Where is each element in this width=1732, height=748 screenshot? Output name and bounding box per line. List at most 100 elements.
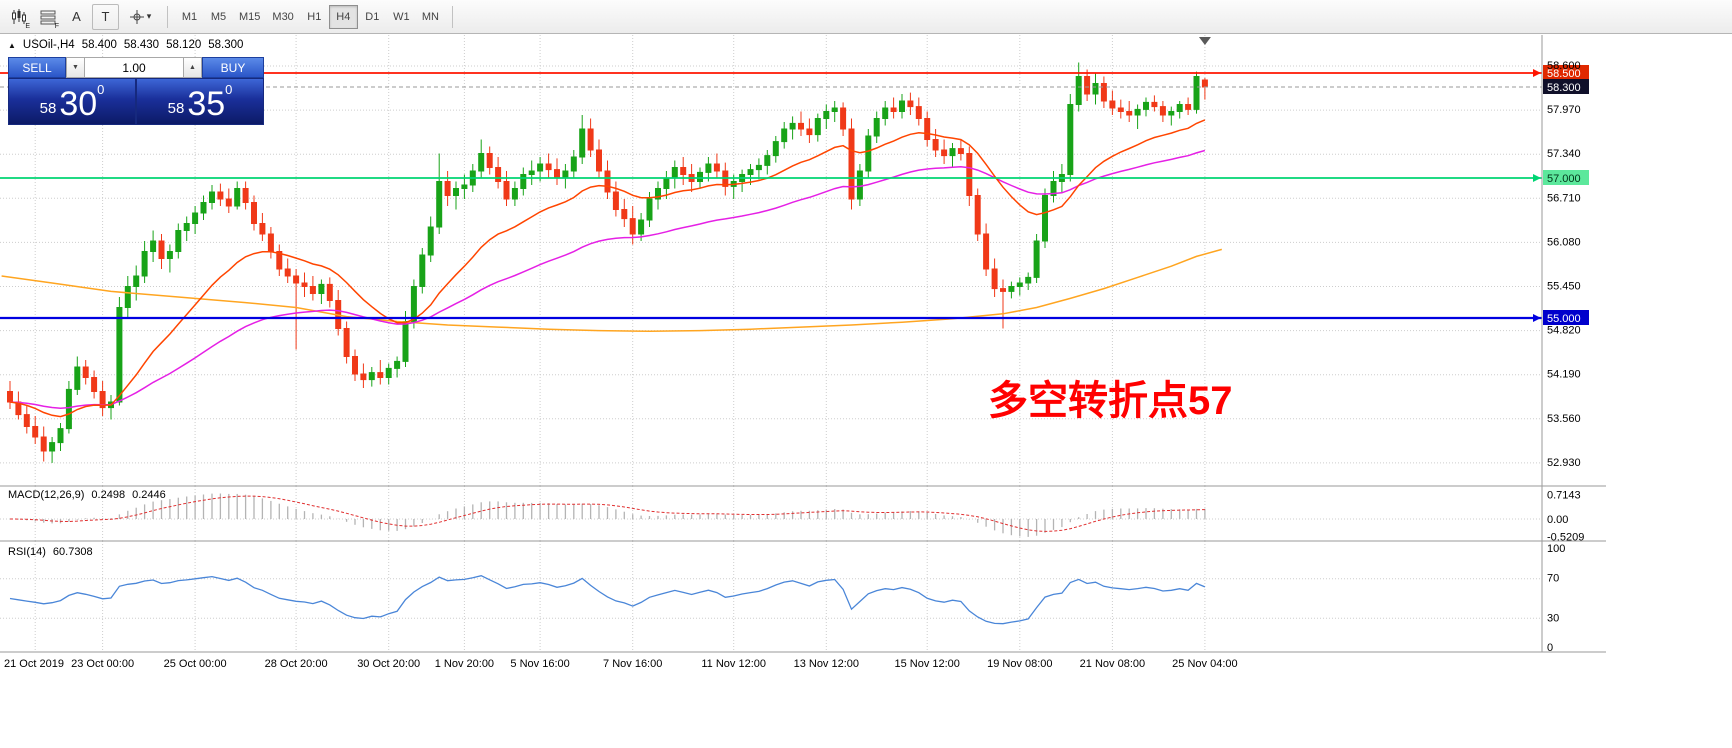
volume-input[interactable] xyxy=(85,57,183,78)
chart-shift-marker[interactable] xyxy=(1198,37,1211,45)
macd-label-text: MACD(12,26,9) xyxy=(8,489,85,501)
price-axis-label: 57.340 xyxy=(1547,148,1581,160)
textbox-icon: T xyxy=(101,9,110,24)
text-annotation-button[interactable]: A xyxy=(63,4,90,30)
timeframe-W1[interactable]: W1 xyxy=(387,5,416,29)
rsi-axis-label: 100 xyxy=(1547,543,1565,555)
rsi-axis-label: 30 xyxy=(1547,612,1559,624)
time-axis-label: 21 Nov 08:00 xyxy=(1080,658,1145,670)
timeframe-D1[interactable]: D1 xyxy=(358,5,387,29)
line-end-arrow-icon xyxy=(1533,314,1541,322)
rsi-value: 60.7308 xyxy=(52,546,93,558)
timeframe-MN[interactable]: MN xyxy=(416,5,445,29)
symbol-timeframe-label: USOil-,H4 xyxy=(22,39,75,51)
macd-axis-label: 0.7143 xyxy=(1547,490,1581,502)
buy-price-display[interactable]: 58 35 0 xyxy=(136,78,264,125)
time-axis-label: 21 Oct 2019 xyxy=(4,658,64,670)
timeframe-M5[interactable]: M5 xyxy=(204,5,233,29)
sell-price-int: 58 xyxy=(39,100,57,117)
buy-price-int: 58 xyxy=(167,100,185,117)
toolbar: E F A T ▾ M1 M5 M15 M30 H1 H4 D1 W1 MN xyxy=(0,0,1732,34)
line-end-arrow-icon xyxy=(1533,69,1541,77)
sell-price-pips: 30 xyxy=(59,85,98,124)
buy-price-point: 0 xyxy=(225,82,233,97)
time-axis-label: 13 Nov 12:00 xyxy=(794,658,859,670)
macd-layer xyxy=(9,493,1206,537)
toolbar-separator xyxy=(451,5,453,28)
rsi-axis-label: 70 xyxy=(1547,573,1559,585)
price-axis-label: 52.930 xyxy=(1547,457,1581,469)
one-click-collapse-toggle[interactable]: ▲ xyxy=(8,40,16,50)
time-axis-label: 1 Nov 20:00 xyxy=(435,658,494,670)
ohlc-high: 58.430 xyxy=(123,39,160,51)
time-axis-label: 23 Oct 00:00 xyxy=(71,658,134,670)
ohlc-low: 58.120 xyxy=(166,39,202,51)
macd-axis-label: 0.00 xyxy=(1547,514,1568,526)
time-axis-label: 11 Nov 12:00 xyxy=(701,658,766,670)
buy-price-pips: 35 xyxy=(187,85,226,124)
time-axis-label: 25 Nov 04:00 xyxy=(1172,658,1237,670)
macd-value-1: 0.2498 xyxy=(91,489,126,501)
rsi-label-text: RSI(14) xyxy=(8,546,46,558)
line-end-arrow-icon xyxy=(1533,174,1541,182)
crosshair-icon xyxy=(129,9,144,24)
price-badge: 58.500 xyxy=(1547,68,1581,80)
candlestick-icon xyxy=(11,8,26,24)
volume-down-icon: ▼ xyxy=(72,64,79,71)
timeframe-group: M1 M5 M15 M30 H1 H4 D1 W1 MN xyxy=(175,4,445,29)
time-axis-label: 25 Oct 00:00 xyxy=(164,658,227,670)
textbox-tool-button[interactable]: T xyxy=(92,3,119,30)
chevron-down-icon: ▾ xyxy=(146,11,152,21)
toolbar-separator xyxy=(167,5,168,28)
macd-value-2: 0.2446 xyxy=(132,489,166,501)
price-axis-label: 56.080 xyxy=(1547,236,1581,248)
volume-up-icon: ▲ xyxy=(189,64,196,71)
volume-decrease-button[interactable]: ▼ xyxy=(66,57,85,78)
price-axis-layer: 58.500 58.300 57.000 55.000 58.600 57.970 57.3… xyxy=(1543,60,1589,654)
timeframe-H4[interactable]: H4 xyxy=(328,4,358,29)
time-axis-label: 28 Oct 20:00 xyxy=(265,658,328,670)
grid-layer xyxy=(0,35,1542,652)
sell-button[interactable]: SELL xyxy=(8,57,66,78)
price-axis-label: 58.600 xyxy=(1547,60,1581,72)
timeframe-H1[interactable]: H1 xyxy=(300,5,329,29)
chart-ohlc-header: ▲ USOil-,H4 58.400 58.430 58.120 58.300 xyxy=(8,39,243,51)
timeframe-M15[interactable]: M15 xyxy=(233,5,266,29)
time-axis-label: 5 Nov 16:00 xyxy=(510,658,569,670)
macd-axis-label: -0.5209 xyxy=(1547,532,1584,544)
sell-price-point: 0 xyxy=(97,82,105,97)
timeframe-M1[interactable]: M1 xyxy=(175,5,204,29)
timeframe-M30[interactable]: M30 xyxy=(266,5,299,29)
ohlc-close: 58.300 xyxy=(208,39,244,51)
rsi-layer xyxy=(9,575,1206,625)
grid-sub-label: F xyxy=(54,22,59,30)
ma-layer xyxy=(1,119,1223,418)
grid-icon xyxy=(40,10,55,24)
chart-text-annotation: 多空转折点57 xyxy=(988,379,1233,423)
candlestick-chart-button[interactable]: E xyxy=(5,4,32,30)
macd-pane-label: MACD(12,26,9) 0.2498 0.2446 xyxy=(8,489,166,501)
time-axis-label: 19 Nov 08:00 xyxy=(987,658,1052,670)
price-badge: 55.000 xyxy=(1547,313,1581,325)
price-axis-label: 55.450 xyxy=(1547,281,1581,293)
border-layer xyxy=(0,35,1606,653)
price-badge: 57.000 xyxy=(1547,173,1581,185)
rsi-pane-label: RSI(14) 60.7308 xyxy=(8,546,93,558)
ohlc-open: 58.400 xyxy=(81,39,117,51)
price-axis-label: 54.820 xyxy=(1547,325,1581,337)
candlestick-sub-label: E xyxy=(25,22,30,30)
time-axis-label: 15 Nov 12:00 xyxy=(894,658,959,670)
time-axis-label: 30 Oct 20:00 xyxy=(357,658,420,670)
volume-increase-button[interactable]: ▲ xyxy=(183,57,202,78)
rsi-axis-label: 0 xyxy=(1547,642,1553,654)
text-annotation-icon: A xyxy=(72,9,81,24)
price-axis-label: 54.190 xyxy=(1547,369,1581,381)
sell-price-display[interactable]: 58 30 0 xyxy=(8,78,136,125)
price-axis-label: 57.970 xyxy=(1547,104,1581,116)
price-axis-label: 53.560 xyxy=(1547,413,1581,425)
crosshair-tool-button[interactable]: ▾ xyxy=(121,4,159,30)
grid-list-button[interactable]: F xyxy=(34,4,61,30)
buy-button[interactable]: BUY xyxy=(202,57,264,78)
